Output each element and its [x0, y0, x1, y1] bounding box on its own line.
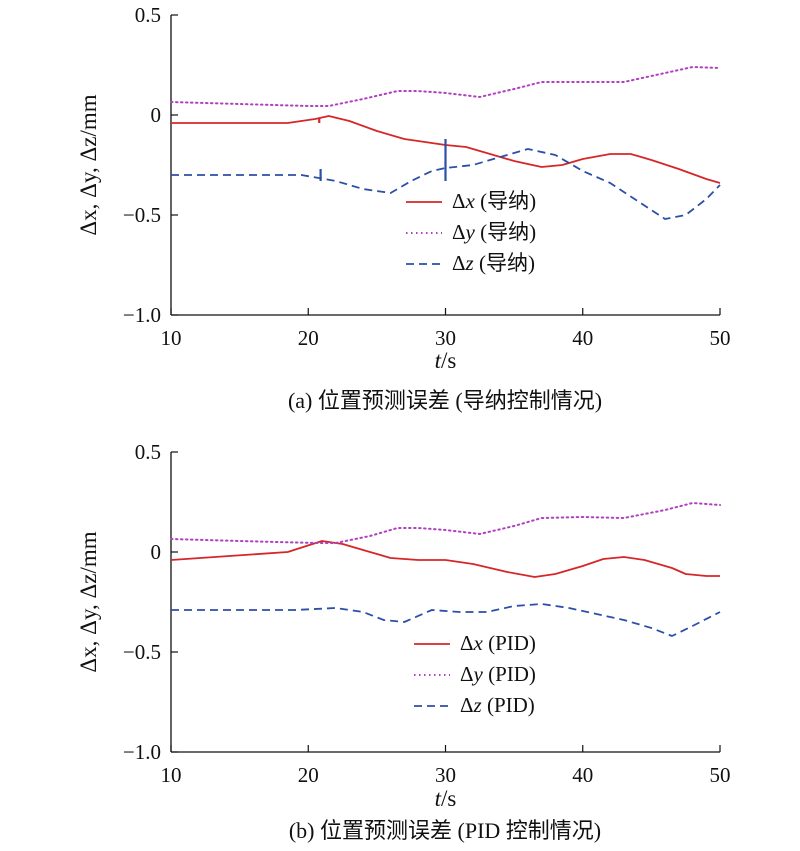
legend-rest: (PID) [482, 693, 535, 717]
legend-variable: y [472, 662, 484, 686]
y-tick-label: 0.5 [135, 3, 161, 27]
x-tick-label: 20 [298, 326, 319, 350]
x-tick-label: 40 [572, 326, 593, 350]
x-tick-label: 50 [710, 326, 731, 350]
y-tick-label: 0.5 [135, 440, 161, 464]
legend-label-y: Δy (PID) [460, 662, 536, 686]
legend-delta: Δ [460, 662, 474, 686]
y-tick-label: −1.0 [123, 740, 161, 764]
legend-variable: x [465, 189, 476, 213]
legend-delta: Δ [452, 189, 466, 213]
legend-rest: (导纳) [475, 220, 536, 244]
x-tick-label: 10 [161, 326, 182, 350]
legend-label-z: Δz (PID) [460, 693, 535, 717]
figure-caption: (a) 位置预测误差 (导纳控制情况) [288, 388, 602, 413]
y-axis-label: Δx, Δy, Δz/mm [76, 531, 101, 672]
x-tick-label: 40 [572, 763, 593, 787]
legend-label-z: Δz (导纳) [452, 251, 535, 275]
series-line-y [170, 66, 721, 107]
legend-rest: (PID) [483, 662, 536, 686]
legend-label-y: Δy (导纳) [452, 220, 536, 244]
x-tick-label: 10 [161, 763, 182, 787]
legend-rest: (PID) [483, 631, 536, 655]
legend-delta: Δ [452, 251, 466, 275]
x-axis-label-variable: t [435, 348, 442, 373]
x-tick-label: 30 [435, 326, 456, 350]
series-line-x [170, 540, 720, 578]
x-tick-label: 50 [710, 763, 731, 787]
series-line-x [171, 115, 721, 184]
legend-rest: (导纳) [475, 189, 536, 213]
series-line-z [171, 148, 721, 220]
x-tick-label: 20 [298, 763, 319, 787]
y-tick-label: −1.0 [123, 303, 161, 327]
y-tick-label: −0.5 [123, 203, 161, 227]
y-tick-label: 0 [151, 540, 162, 564]
figure-caption: (b) 位置预测误差 (PID 控制情况) [289, 818, 601, 843]
legend-label-x: Δx (导纳) [452, 189, 536, 213]
x-axis-label-unit: /s [441, 786, 456, 811]
x-axis-label-unit: /s [441, 348, 456, 373]
y-tick-label: 0 [151, 103, 162, 127]
chart-panel-b: 0.5 0 −0.5 −1.010 20 30 40 50 t/s Δx, Δy, Δz/mm Δx… [76, 440, 731, 843]
chart-panel-a: 0.5 0 −0.5 −1.010 20 30 40 50 t/s Δx, Δy, Δz/mm Δx… [76, 3, 731, 413]
legend-delta: Δ [452, 220, 466, 244]
legend-variable: y [464, 220, 476, 244]
x-axis-label: t/s [435, 786, 457, 811]
legend-rest: (导纳) [474, 251, 535, 275]
legend-variable: x [473, 631, 484, 655]
series-line-z [171, 603, 721, 637]
x-tick-label: 30 [435, 763, 456, 787]
legend-label-x: Δx (PID) [460, 631, 536, 655]
y-axis-label: Δx, Δy, Δz/mm [76, 94, 101, 235]
y-tick-label: −0.5 [123, 640, 161, 664]
legend-variable: z [473, 693, 482, 717]
legend-delta: Δ [460, 693, 474, 717]
x-axis-label: t/s [435, 348, 457, 373]
legend-delta: Δ [460, 631, 474, 655]
legend-variable: z [465, 251, 474, 275]
series-line-y [170, 502, 721, 544]
x-axis-label-variable: t [435, 786, 442, 811]
